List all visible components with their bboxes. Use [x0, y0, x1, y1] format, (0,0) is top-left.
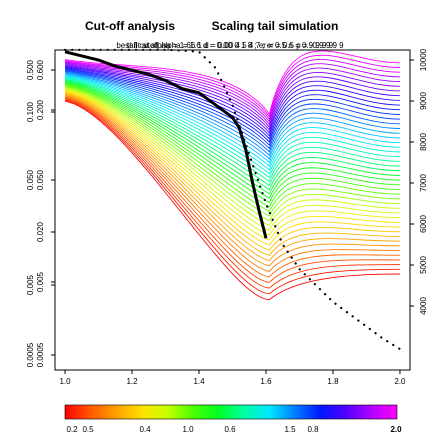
family-curve [64, 65, 400, 134]
left-axis-b-ticks: 0.500 0.100 0.050 0.005 0.0005 [26, 59, 55, 367]
right-axis-ticks: 4000 5000 6000 7000 8000 9000 10000 [410, 48, 428, 315]
color-scale-bar: 0.2 0.4 0.6 0.8 0.5 1.0 1.5 2.0 [64, 404, 402, 434]
x-tick-label: 1.0 [59, 377, 71, 386]
family-curve [64, 100, 400, 301]
colorbar-label-upper: 0.8 [307, 425, 319, 434]
left-tick-label: 0.100 [26, 101, 35, 122]
family-curve [64, 94, 400, 262]
family-curve [64, 85, 400, 213]
right-tick-label: 7000 [419, 174, 428, 192]
family-curve [64, 98, 400, 289]
family-curve [64, 84, 400, 208]
family-curve [64, 83, 400, 204]
family-curve [64, 73, 400, 164]
family-curve [64, 81, 400, 195]
chart-title-left: Cut-off analysis [85, 19, 175, 33]
chart-subtitle-2: tail cutoff alpha = 1.6 d = 0.00 0 1 8 ;… [127, 41, 334, 50]
family-curve [64, 75, 400, 171]
family-curve [64, 70, 400, 150]
x-tick-label: 1.6 [260, 377, 272, 386]
left-tick-label: 0.0005 [36, 342, 45, 367]
left-tick-label: 0.500 [26, 59, 35, 80]
family-curve [64, 95, 400, 267]
family-curve [64, 89, 400, 236]
colorbar-label-lower: 2.0 [390, 425, 402, 434]
family-curve [64, 97, 400, 278]
family-curve [64, 85, 400, 217]
family-curve [64, 91, 400, 246]
family-curve [64, 62, 400, 126]
x-tick-label: 1.8 [327, 377, 339, 386]
family-curve [64, 64, 400, 131]
family-curve [64, 93, 400, 256]
family-curve [64, 92, 400, 251]
right-tick-label: 6000 [419, 215, 428, 233]
right-tick-label: 8000 [419, 133, 428, 151]
family-curve [64, 76, 400, 175]
family-curve [64, 73, 400, 160]
family-curve [64, 67, 400, 140]
left-tick-label: 0.005 [26, 274, 35, 295]
left-axis-a-ticks: 0.600 0.200 0.050 0.020 0.005 0.0005 [36, 59, 55, 367]
x-tick-label: 1.4 [193, 377, 205, 386]
colorbar-label-upper: 0.6 [224, 425, 236, 434]
family-curve [64, 80, 400, 191]
family-curve [64, 97, 400, 283]
family-curve [64, 99, 400, 295]
colorbar-label-lower: 0.5 [82, 425, 94, 434]
x-tick-label: 1.2 [126, 377, 138, 386]
left-tick-label: 0.005 [36, 271, 45, 292]
family-curve [64, 54, 400, 118]
right-tick-label: 4000 [419, 297, 428, 315]
family-curve [64, 79, 400, 187]
family-curve [64, 86, 400, 222]
right-tick-label: 9000 [419, 92, 428, 110]
family-curve [64, 74, 400, 167]
family-curve [64, 69, 400, 147]
family-curve [64, 82, 400, 199]
colorbar-label-upper: 0.2 [66, 425, 78, 434]
colorbar-label-lower: 1.5 [284, 425, 296, 434]
dotted-line [63, 48, 402, 351]
x-axis-ticks: 1.0 1.2 1.4 1.6 1.8 2.0 [59, 370, 406, 386]
right-tick-label: 5000 [419, 256, 428, 274]
colorbar-rect [64, 404, 398, 420]
family-curve [64, 66, 400, 137]
plot-frame [54, 49, 411, 371]
plot-area [54, 48, 411, 371]
colorbar-label-upper: 0.4 [139, 425, 151, 434]
family-curve [64, 68, 400, 143]
left-tick-label: 0.020 [36, 221, 45, 242]
family-curve [64, 96, 400, 272]
best-fit-line [64, 50, 268, 239]
family-curve [64, 72, 400, 157]
left-tick-label: 0.600 [36, 59, 45, 80]
family-curve [64, 78, 400, 183]
family-curve [64, 87, 400, 226]
family-curve [64, 77, 400, 179]
family-curve [64, 90, 400, 241]
family-curve [64, 50, 400, 116]
left-tick-label: 0.050 [26, 169, 35, 190]
left-tick-label: 0.0005 [26, 342, 35, 367]
family-curve [64, 71, 400, 153]
chart-subtitle-1: best fit at alpha = 1.66 1 d = 0.00 4 5 … [116, 41, 344, 50]
x-tick-label: 2.0 [394, 377, 406, 386]
family-curve [64, 63, 400, 128]
colorbar-label-lower: 1.0 [182, 425, 194, 434]
left-tick-label: 0.050 [36, 169, 45, 190]
chart-title-right: Scaling tail simulation [212, 19, 339, 33]
left-tick-label: 0.200 [36, 99, 45, 120]
right-tick-label: 10000 [419, 48, 428, 71]
